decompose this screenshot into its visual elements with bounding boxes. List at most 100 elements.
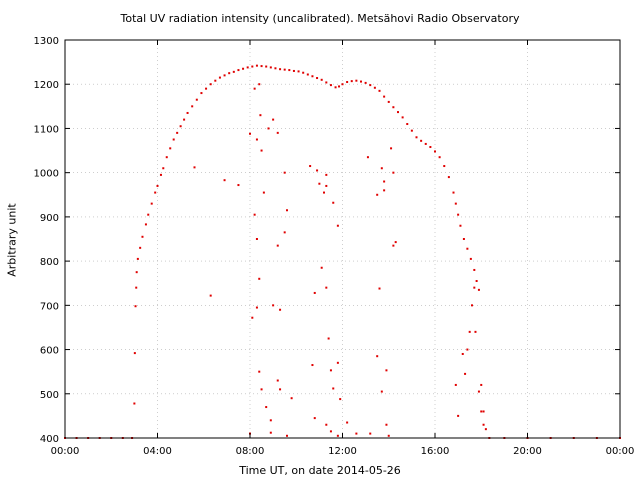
data-point bbox=[258, 277, 261, 280]
y-tick-label: 900 bbox=[40, 213, 59, 224]
data-point bbox=[466, 348, 469, 351]
data-point bbox=[251, 65, 254, 68]
data-point bbox=[251, 316, 254, 319]
data-point bbox=[350, 80, 353, 83]
plot-frame bbox=[64, 39, 621, 439]
data-point bbox=[186, 111, 189, 114]
data-point bbox=[255, 306, 258, 309]
data-point bbox=[320, 78, 323, 81]
y-tick-label: 800 bbox=[40, 257, 59, 268]
data-point bbox=[242, 67, 245, 70]
data-point bbox=[452, 191, 455, 194]
data-point bbox=[462, 238, 465, 240]
data-point bbox=[457, 213, 460, 216]
data-point bbox=[380, 390, 383, 393]
data-point bbox=[336, 434, 339, 437]
x-tick-label: 08:00 bbox=[236, 446, 265, 457]
data-point bbox=[283, 68, 286, 71]
data-point bbox=[309, 165, 312, 168]
data-point bbox=[260, 65, 263, 68]
data-point bbox=[461, 352, 464, 355]
data-point bbox=[279, 388, 282, 391]
data-point bbox=[473, 268, 476, 271]
data-point bbox=[325, 286, 328, 289]
data-point bbox=[387, 100, 390, 103]
data-point bbox=[336, 361, 339, 364]
data-point bbox=[172, 138, 175, 141]
data-point bbox=[223, 74, 226, 77]
data-point bbox=[438, 156, 441, 159]
data-point bbox=[165, 156, 168, 159]
x-axis-label: Time UT, on date 2014-05-26 bbox=[239, 464, 401, 477]
data-point bbox=[200, 92, 203, 95]
data-point bbox=[260, 149, 263, 152]
data-point bbox=[387, 434, 390, 437]
data-point bbox=[484, 428, 487, 431]
data-point bbox=[480, 410, 483, 413]
data-point bbox=[366, 156, 369, 159]
data-point bbox=[346, 81, 349, 84]
data-point bbox=[218, 76, 221, 79]
data-point bbox=[191, 105, 194, 108]
data-point bbox=[306, 73, 309, 76]
data-point bbox=[380, 167, 383, 170]
data-point bbox=[265, 406, 268, 409]
data-point bbox=[459, 224, 462, 227]
data-point bbox=[232, 70, 235, 73]
data-point bbox=[477, 390, 480, 393]
data-point bbox=[406, 123, 409, 126]
data-point bbox=[383, 180, 386, 183]
x-tick-label: 16:00 bbox=[421, 446, 450, 457]
data-point bbox=[279, 308, 282, 311]
data-point bbox=[136, 257, 139, 260]
data-point bbox=[410, 129, 413, 132]
data-point bbox=[392, 106, 395, 109]
data-point bbox=[477, 288, 480, 291]
data-point bbox=[133, 352, 136, 355]
data-point bbox=[464, 372, 467, 375]
data-point bbox=[336, 224, 339, 227]
data-point bbox=[323, 191, 325, 194]
data-point bbox=[338, 85, 341, 88]
data-point bbox=[135, 271, 138, 274]
data-point bbox=[480, 383, 483, 386]
data-point bbox=[385, 369, 388, 372]
data-point bbox=[378, 89, 381, 92]
data-point bbox=[325, 184, 328, 187]
data-point bbox=[279, 68, 282, 71]
data-point bbox=[183, 118, 186, 121]
data-point bbox=[316, 77, 319, 80]
data-point bbox=[373, 86, 376, 89]
y-tick-label: 500 bbox=[40, 390, 59, 401]
data-point bbox=[260, 388, 263, 391]
data-point bbox=[482, 423, 485, 426]
data-point bbox=[209, 83, 212, 86]
data-point bbox=[283, 171, 286, 174]
data-point bbox=[471, 304, 473, 307]
data-point bbox=[376, 193, 379, 196]
data-point bbox=[383, 189, 386, 192]
data-point bbox=[369, 84, 372, 87]
data-point bbox=[392, 171, 395, 174]
y-tick-label: 600 bbox=[40, 346, 59, 357]
data-point bbox=[454, 383, 457, 386]
data-point bbox=[205, 87, 208, 90]
data-point bbox=[193, 166, 196, 169]
data-point bbox=[313, 291, 316, 294]
data-point bbox=[424, 142, 427, 145]
data-point bbox=[262, 191, 265, 194]
data-point bbox=[228, 72, 231, 75]
x-tick-label: 00:00 bbox=[51, 446, 80, 457]
y-tick-label: 1200 bbox=[34, 80, 59, 91]
data-point bbox=[311, 364, 314, 367]
data-point bbox=[272, 118, 275, 121]
x-tick-label: 00:00 bbox=[606, 446, 635, 457]
data-point bbox=[267, 127, 270, 130]
data-point bbox=[434, 150, 436, 153]
data-points bbox=[64, 64, 621, 439]
data-point bbox=[468, 330, 471, 333]
data-point bbox=[269, 419, 272, 422]
data-point bbox=[474, 330, 477, 333]
data-point bbox=[269, 431, 272, 434]
